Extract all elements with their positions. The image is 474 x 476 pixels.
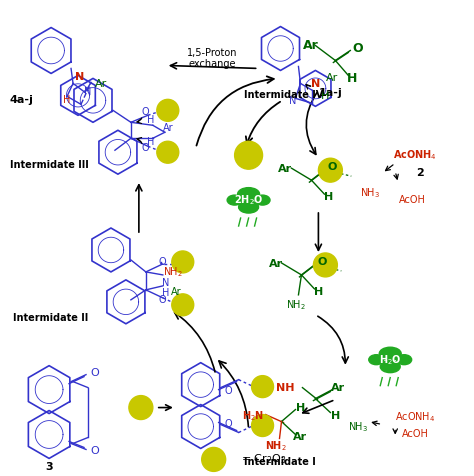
Circle shape xyxy=(172,294,194,316)
Text: NH$_3$: NH$_3$ xyxy=(348,421,368,435)
Text: = Cr$_2$O$_3$: = Cr$_2$O$_3$ xyxy=(241,453,286,466)
Text: AcOH: AcOH xyxy=(399,195,426,205)
FancyArrowPatch shape xyxy=(137,118,142,124)
Ellipse shape xyxy=(369,355,384,365)
Text: exchange: exchange xyxy=(189,60,237,69)
Text: Ar: Ar xyxy=(331,383,346,393)
Text: H: H xyxy=(331,410,340,420)
Text: O: O xyxy=(159,257,167,267)
Text: Ar: Ar xyxy=(302,39,319,52)
Text: Ar: Ar xyxy=(268,259,283,269)
Circle shape xyxy=(172,251,194,273)
Text: AcONH$_4$: AcONH$_4$ xyxy=(395,411,435,425)
Text: NH: NH xyxy=(276,383,295,393)
Ellipse shape xyxy=(380,361,400,373)
Text: O: O xyxy=(225,418,232,428)
Circle shape xyxy=(157,141,179,163)
Text: Ar: Ar xyxy=(163,123,173,133)
Ellipse shape xyxy=(255,195,270,205)
Text: Ar: Ar xyxy=(278,164,292,174)
Text: N: N xyxy=(289,96,296,106)
Text: O: O xyxy=(159,295,167,305)
Text: AcONH$_4$: AcONH$_4$ xyxy=(393,149,437,162)
Text: O: O xyxy=(91,367,100,377)
Text: 2: 2 xyxy=(416,168,424,178)
Text: NH$_2$: NH$_2$ xyxy=(264,439,286,453)
Ellipse shape xyxy=(238,201,258,213)
Text: Intermidate II: Intermidate II xyxy=(13,313,89,323)
Text: H: H xyxy=(64,95,71,105)
Text: H$_2$N: H$_2$N xyxy=(243,410,264,424)
Text: 1,5-Proton: 1,5-Proton xyxy=(187,49,238,59)
Text: Ar: Ar xyxy=(293,433,308,443)
Text: N: N xyxy=(311,79,320,89)
Circle shape xyxy=(157,99,179,121)
Circle shape xyxy=(129,396,153,419)
Text: O: O xyxy=(318,257,327,267)
Circle shape xyxy=(319,158,342,182)
Ellipse shape xyxy=(237,188,260,200)
Ellipse shape xyxy=(379,347,401,360)
Text: Intermidate I: Intermidate I xyxy=(244,457,315,467)
Circle shape xyxy=(202,447,226,471)
Text: AcOH: AcOH xyxy=(402,429,428,439)
Text: H: H xyxy=(296,403,305,413)
Text: H: H xyxy=(147,137,155,147)
Circle shape xyxy=(313,253,337,277)
Text: H: H xyxy=(147,115,155,125)
Ellipse shape xyxy=(397,355,411,365)
Circle shape xyxy=(252,415,273,436)
Text: O: O xyxy=(141,107,149,117)
Text: Intermidate III: Intermidate III xyxy=(10,160,89,170)
Ellipse shape xyxy=(227,195,242,205)
Text: 3: 3 xyxy=(46,462,53,472)
Text: 2H$_2$O: 2H$_2$O xyxy=(234,193,264,207)
FancyArrowPatch shape xyxy=(306,84,311,89)
Text: NH$_2$: NH$_2$ xyxy=(163,265,183,279)
Text: NH$_3$: NH$_3$ xyxy=(360,186,380,200)
Text: Ar: Ar xyxy=(326,73,338,83)
Text: 4a-j: 4a-j xyxy=(9,95,33,105)
Text: O: O xyxy=(141,143,149,153)
FancyArrowPatch shape xyxy=(137,138,142,144)
Text: 1a-j: 1a-j xyxy=(319,89,342,99)
Text: NH$_2$: NH$_2$ xyxy=(285,298,305,312)
Text: O: O xyxy=(91,446,100,456)
Text: O: O xyxy=(225,386,232,396)
Text: H$_2$O: H$_2$O xyxy=(379,353,401,367)
Circle shape xyxy=(252,376,273,397)
Text: Ar: Ar xyxy=(171,287,181,297)
Text: N: N xyxy=(84,88,91,98)
Text: N: N xyxy=(162,278,170,288)
Text: H: H xyxy=(314,287,323,297)
Text: Intermidate IV: Intermidate IV xyxy=(244,90,323,100)
Text: N: N xyxy=(75,72,85,82)
Text: O: O xyxy=(328,162,337,172)
Text: Ar: Ar xyxy=(95,79,107,89)
Text: H: H xyxy=(321,91,329,101)
Text: H: H xyxy=(347,72,357,85)
Circle shape xyxy=(235,141,263,169)
Text: H: H xyxy=(324,192,333,202)
Text: H: H xyxy=(162,288,170,298)
Text: O: O xyxy=(352,42,363,55)
